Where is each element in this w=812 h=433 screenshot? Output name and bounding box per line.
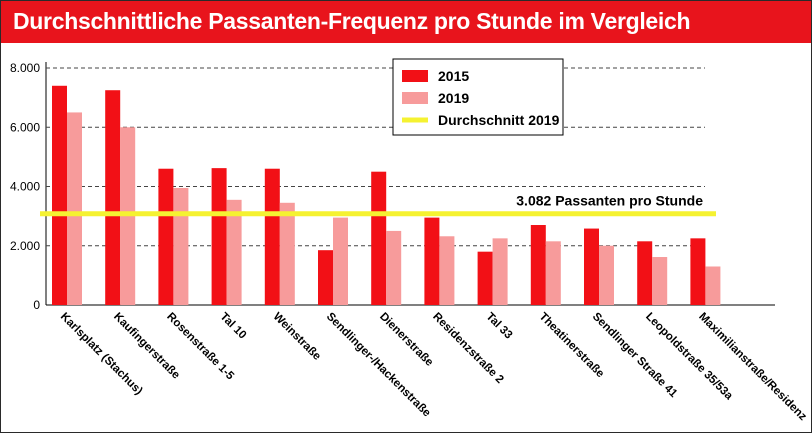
chart-title: Durchschnittliche Passanten-Frequenz pro…: [13, 8, 691, 34]
bar-2019-8: [439, 236, 455, 305]
category-label: Maximilianstraße/Residenz: [696, 311, 809, 424]
bar-2019-12: [652, 257, 668, 305]
legend-label: Durchschnitt 2019: [438, 112, 560, 128]
bar-2019-10: [545, 241, 561, 305]
category-label: Tal 33: [483, 311, 514, 342]
bar-2019-4: [226, 199, 242, 305]
bar-2015-11: [584, 228, 599, 305]
bar-2015-3: [158, 168, 174, 305]
bar-2015-9: [477, 251, 493, 305]
y-tick-label: 0: [33, 298, 40, 312]
bar-2015-1: [52, 85, 67, 306]
title-bar: Durchschnittliche Passanten-Frequenz pro…: [1, 1, 811, 43]
category-label: Weinstraße: [271, 311, 323, 363]
legend-swatch-2019: [402, 92, 428, 104]
bar-2015-6: [318, 250, 333, 305]
bar-2015-8: [424, 217, 440, 305]
bar-2019-9: [492, 238, 508, 305]
y-tick-label: 8.000: [10, 61, 40, 75]
category-label: Sendlinger-/Hackenstraße: [324, 311, 433, 420]
bar-2015-12: [637, 241, 653, 305]
y-tick-label: 2.000: [10, 239, 40, 253]
bar-2019-6: [333, 217, 348, 305]
bar-2019-1: [67, 112, 82, 305]
bar-2019-3: [173, 187, 189, 305]
bar-2015-7: [371, 171, 387, 305]
category-label: Dienerstraße: [377, 311, 435, 369]
bar-2015-5: [264, 168, 280, 305]
bar-2015-13: [690, 238, 706, 305]
legend-label: 2019: [438, 90, 469, 106]
bar-2019-11: [599, 245, 614, 305]
bar-2019-7: [386, 230, 402, 305]
bar-2015-2: [105, 90, 121, 305]
legend-swatch-2015: [402, 70, 428, 82]
y-tick-label: 4.000: [10, 180, 40, 194]
bar-2015-10: [530, 225, 546, 305]
y-tick-label: 6.000: [10, 120, 40, 134]
bar-2019-13: [705, 266, 721, 305]
average-line-label: 3.082 Passanten pro Stunde: [516, 193, 703, 209]
legend-label: 2015: [438, 68, 469, 84]
bar-2019-5: [279, 202, 295, 305]
category-label: Tal 10: [217, 311, 248, 342]
bar-2015-4: [211, 168, 227, 305]
category-label: Leopoldstraße 35/53a: [643, 311, 735, 403]
